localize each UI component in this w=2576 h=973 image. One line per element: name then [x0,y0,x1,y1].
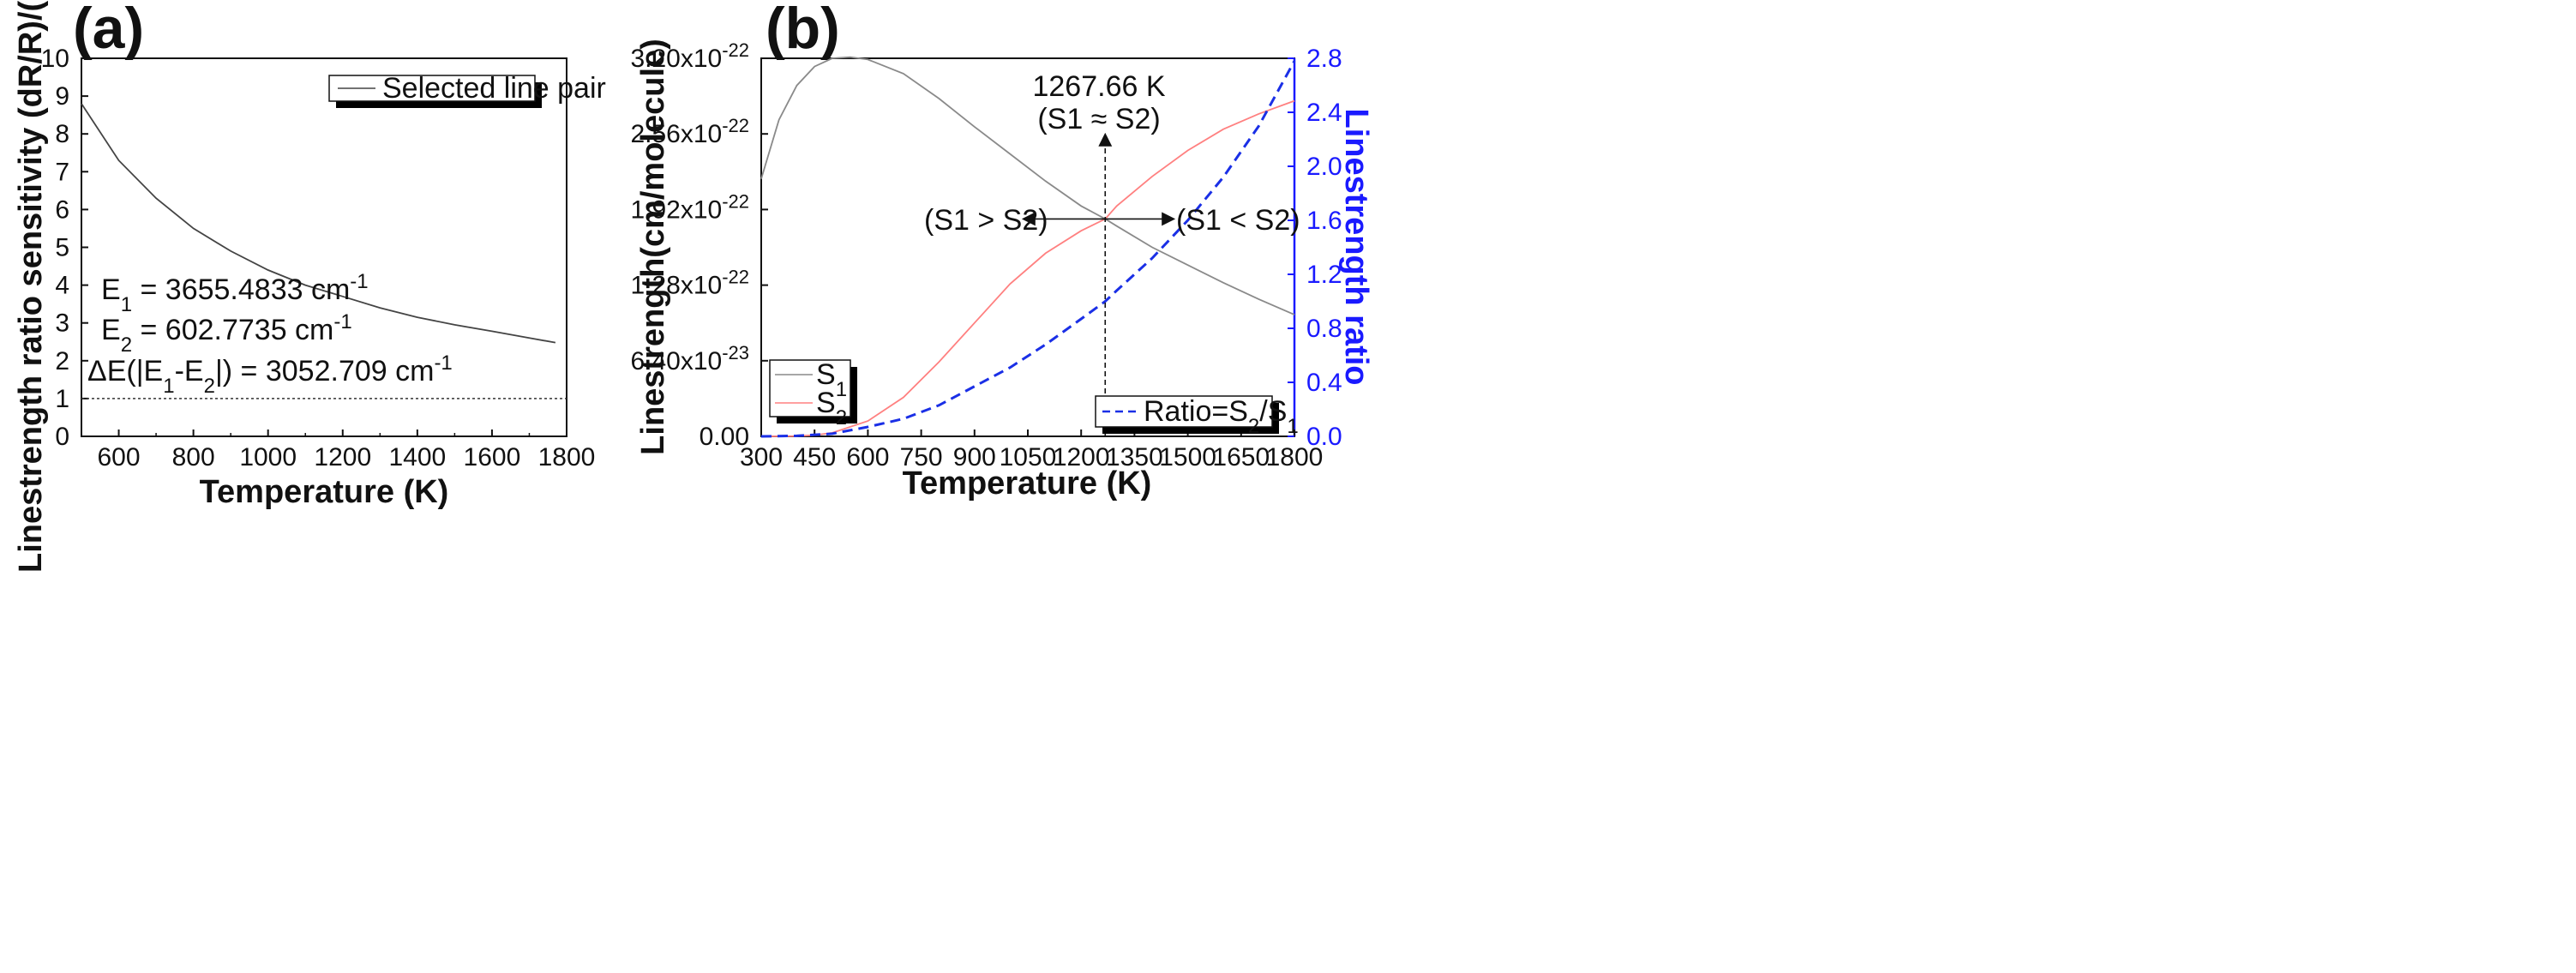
panel-a-y-tick-label: 2 [55,347,69,375]
panel-a-y-tick-label: 10 [41,45,69,73]
panel-a-x-tick-label: 1200 [314,443,371,471]
panel-b-right-tick-label: 2.0 [1306,153,1342,181]
panel-b-x-tick-label: 900 [953,443,996,471]
panel-a-y-tick-label: 8 [55,120,69,148]
panel-a-y-axis-title: Linestrength ratio sensitivity (dR/R)/(d… [13,0,49,573]
panel-b-x-tick-label: 1050 [1000,443,1057,471]
panel-b-x-tick-label: 1350 [1106,443,1163,471]
series-ratio [760,60,1296,438]
panel-a-y-tick-label: 9 [55,82,69,111]
panel-b-x-tick-label: 600 [846,443,889,471]
panel-a-y-tick-label: 0 [55,423,69,451]
panel-b-x-tick-label: 1200 [1053,443,1110,471]
e2-annotation: E2 = 602.7735 cm-1 [101,310,352,357]
panel-a-y-tick-label: 4 [55,272,69,300]
panel-b-series [760,56,1296,438]
panel-a-legend: Selected line pair [328,72,606,108]
panel-a: (a) 600 800 1000 1200 1400 1600 1800 0 1 2 3 4 5 6 7 8 9… [13,0,606,573]
panel-b-left-tick-label: 1.28x10-22 [630,266,749,300]
panel-b-left-tick-label: 6.40x10-23 [630,341,749,375]
e1-annotation: E1 = 3655.4833 cm-1 [101,270,369,316]
panel-b-right-tick-label: 2.4 [1306,99,1342,127]
panel-b-left-tick-label: 1.92x10-22 [630,190,749,225]
left-relation-label: (S1 > S2) [924,204,1048,237]
panel-b-x-axis-title: Temperature (K) [903,465,1152,502]
panel-b-x-tick-label: 1800 [1266,443,1324,471]
panel-b-label: (b) [766,0,840,61]
series-selected-line-pair [81,103,556,344]
panel-b-ticks: 300 450 600 750 900 1050120013501500165018000… [630,39,1342,472]
panel-a-legend-label: Selected line pair [382,72,606,105]
panel-b-right-tick-label: 0.8 [1306,315,1342,343]
panel-b-right-tick-label: 0.4 [1306,369,1342,397]
panel-a-x-tick-label: 1000 [239,443,297,471]
legend-s-box [769,359,851,417]
panel-b-x-tick-label: 750 [900,443,943,471]
panel-b-left-tick-label: 3.20x10-22 [630,39,749,74]
panel-b-x-tick-label: 450 [793,443,836,471]
panel-a-x-tick-label: 1600 [464,443,521,471]
panel-a-y-tick-label: 1 [55,385,69,413]
panel-b-right-tick-label: 2.8 [1306,45,1342,73]
panel-b-left-tick-label: 2.56x10-22 [630,115,749,149]
panel-b: (b) 300 450 600 750 900 105012001350150016501… [630,0,1374,502]
right-relation-label: (S1 < S2) [1176,204,1300,237]
legend-ratio-box [1095,395,1273,428]
delta-e-annotation: ΔE(|E1-E2|) = 3052.709 cm-1 [87,351,453,398]
panel-a-x-axis-title: Temperature (K) [200,474,449,510]
panel-b-x-tick-label: 1650 [1212,443,1270,471]
panel-b-left-tick-label: 0.00 [700,423,749,451]
crossing-relation-label: (S1 ≈ S2) [1037,103,1160,135]
panel-a-x-tick-label: 1800 [538,443,596,471]
panel-b-right-y-axis-title: Linestrength ratio [1338,108,1374,385]
legend-ratio-label: Ratio=S2/S1 [1144,395,1299,438]
panel-a-x-tick-label: 600 [98,443,141,471]
panel-a-y-tick-label: 3 [55,309,69,338]
panel-b-x-tick-label: 300 [740,443,783,471]
panel-a-y-tick-label: 6 [55,195,69,224]
panel-a-ticks: 600 800 1000 1200 1400 1600 1800 0 1 2 3 4 5 6 7 8 9 10 [41,45,596,471]
legend-s1-label: S1 [816,358,847,401]
panel-a-label: (a) [73,0,144,61]
panel-b-y-axis-title: Linestrength(cm/molecule) [635,39,671,455]
legend-s2-label: S2 [816,387,847,429]
series-s1 [760,56,1295,315]
panel-a-x-tick-label: 800 [172,443,215,471]
panel-b-right-tick-label: 1.6 [1306,207,1342,235]
panel-a-x-tick-label: 1400 [388,443,446,471]
panel-a-series [81,103,556,344]
panel-a-y-tick-label: 7 [55,158,69,186]
panel-b-legend-ratio: Ratio=S2/S1 [1095,395,1299,438]
panel-a-y-tick-label: 5 [55,234,69,262]
panel-b-x-tick-label: 1500 [1159,443,1216,471]
panel-b-right-tick-label: 1.2 [1306,261,1342,289]
crossing-temperature-label: 1267.66 K [1032,70,1165,103]
panel-b-right-tick-label: 0.0 [1306,423,1342,451]
panel-b-legend-s: S1 S2 [769,358,857,429]
